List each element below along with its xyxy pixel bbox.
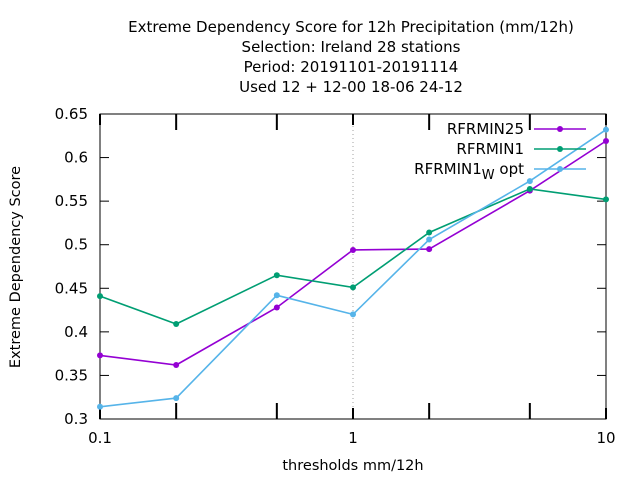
data-point bbox=[273, 292, 280, 299]
chart-title-line: Extreme Dependency Score for 12h Precipi… bbox=[128, 18, 574, 36]
y-tick-label: 0.55 bbox=[55, 192, 88, 210]
data-point bbox=[426, 236, 433, 243]
y-tick-label: 0.65 bbox=[55, 105, 88, 123]
legend: RFRMIN25 RFRMIN1 RFRMIN1W opt bbox=[414, 120, 586, 183]
chart-title-line: Period: 20191101-20191114 bbox=[244, 58, 459, 76]
y-tick-label: 0.45 bbox=[55, 279, 88, 297]
y-axis-label: Extreme Dependency Score bbox=[8, 166, 24, 368]
x-tick-label: 1 bbox=[348, 429, 358, 447]
data-point bbox=[526, 185, 533, 192]
data-point bbox=[273, 272, 280, 279]
data-point bbox=[603, 138, 609, 145]
data-point bbox=[350, 246, 356, 253]
legend-marker bbox=[557, 146, 563, 152]
series-line-1 bbox=[99, 188, 607, 325]
data-point bbox=[426, 229, 433, 236]
y-tick-label: 0.3 bbox=[64, 410, 88, 428]
data-point bbox=[273, 304, 280, 311]
axis-ticks: 0.3 0.35 0.4 0.45 0.5 0.55 0.6 0.65 0.1 1 10 bbox=[55, 105, 616, 447]
data-point bbox=[603, 126, 609, 133]
data-point bbox=[173, 395, 180, 402]
legend-label: RFRMIN25 bbox=[447, 120, 524, 138]
x-tick-label: 10 bbox=[596, 429, 615, 447]
y-tick-label: 0.6 bbox=[64, 149, 88, 167]
data-point bbox=[350, 284, 356, 291]
data-point bbox=[97, 293, 103, 300]
legend-label: RFRMIN1 bbox=[456, 140, 524, 158]
data-point bbox=[426, 246, 433, 253]
y-tick-label: 0.35 bbox=[55, 366, 88, 384]
data-point bbox=[97, 352, 103, 359]
y-tick-label: 0.5 bbox=[64, 236, 88, 254]
x-tick-label: 0.1 bbox=[88, 429, 112, 447]
chart-title-line: Used 12 + 12-00 18-06 24-12 bbox=[239, 78, 463, 96]
data-point bbox=[173, 361, 180, 368]
data-point bbox=[603, 196, 609, 203]
data-point bbox=[526, 178, 533, 185]
legend-label: RFRMIN1W opt bbox=[414, 160, 524, 183]
data-point bbox=[173, 321, 180, 328]
y-tick-label: 0.4 bbox=[64, 323, 88, 341]
chart-title-line: Selection: Ireland 28 stations bbox=[242, 38, 461, 56]
data-point bbox=[350, 311, 356, 318]
data-point bbox=[97, 403, 103, 410]
legend-marker bbox=[557, 166, 563, 172]
legend-marker bbox=[557, 126, 563, 132]
chart-title: Extreme Dependency Score for 12h Precipi… bbox=[128, 18, 574, 96]
series-group bbox=[97, 126, 609, 410]
x-axis-label: thresholds mm/12h bbox=[282, 458, 423, 474]
